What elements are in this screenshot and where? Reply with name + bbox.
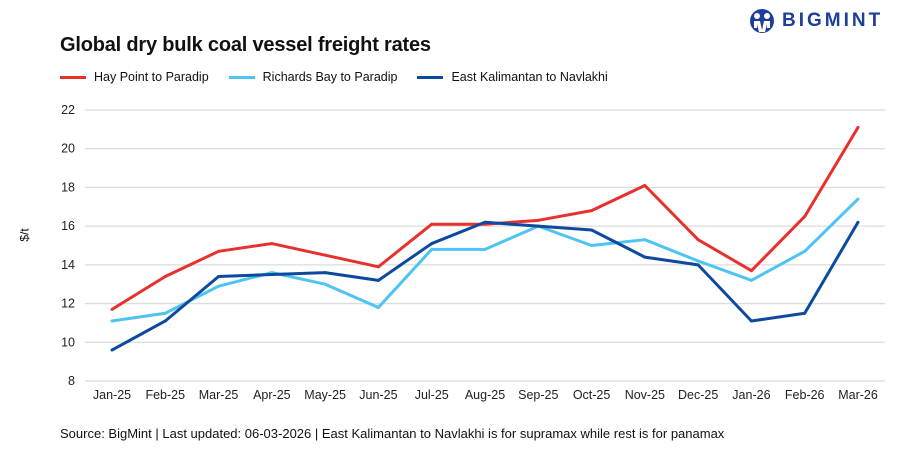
legend-label: Hay Point to Paradip <box>94 70 209 84</box>
y-tick-label: 20 <box>61 142 75 156</box>
x-tick-label: Mar-26 <box>838 388 878 402</box>
data-point <box>323 253 327 257</box>
x-tick-label: Feb-25 <box>145 388 185 402</box>
source-note: Source: BigMint | Last updated: 06-03-20… <box>60 426 725 441</box>
x-tick-label: Aug-25 <box>465 388 505 402</box>
data-point <box>430 247 434 251</box>
data-point <box>803 311 807 315</box>
legend-swatch <box>417 75 444 79</box>
x-tick-label: Jun-25 <box>359 388 397 402</box>
data-point <box>536 224 540 228</box>
data-point <box>217 284 221 288</box>
legend-swatch <box>228 75 255 79</box>
x-tick-label: Sep-25 <box>518 388 558 402</box>
x-tick-label: Nov-25 <box>625 388 665 402</box>
legend-label: East Kalimantan to Navlakhi <box>451 70 608 84</box>
legend-item-hay-point: Hay Point to Paradip <box>60 70 209 84</box>
x-tick-label: Feb-26 <box>785 388 825 402</box>
x-tick-label: Apr-25 <box>253 388 291 402</box>
data-point <box>323 271 327 275</box>
legend-swatch <box>60 75 86 79</box>
data-point <box>270 242 274 246</box>
data-point <box>856 197 860 201</box>
series-line-1 <box>111 197 860 323</box>
x-tick-label: Dec-25 <box>678 388 718 402</box>
data-point <box>323 282 327 286</box>
data-point <box>696 259 700 263</box>
data-point <box>217 274 221 278</box>
y-tick-label: 12 <box>61 297 75 311</box>
y-tick-label: 16 <box>61 219 75 233</box>
y-tick-label: 14 <box>61 258 75 272</box>
data-point <box>376 305 380 309</box>
data-point <box>643 183 647 187</box>
data-point <box>217 249 221 253</box>
data-point <box>483 247 487 251</box>
y-tick-label: 10 <box>61 335 75 349</box>
data-point <box>856 220 860 224</box>
legend-item-east-kalimantan: East Kalimantan to Navlakhi <box>417 70 608 84</box>
y-tick-label: 8 <box>68 374 75 388</box>
x-tick-label: Mar-25 <box>199 388 239 402</box>
series-line-0 <box>111 126 860 311</box>
data-point <box>749 278 753 282</box>
legend-item-richards-bay: Richards Bay to Paradip <box>228 70 398 84</box>
bigmint-logo-icon <box>750 9 774 33</box>
data-point <box>749 319 753 323</box>
chart-title: Global dry bulk coal vessel freight rate… <box>60 34 431 56</box>
data-point <box>163 274 167 278</box>
data-point <box>163 319 167 323</box>
bigmint-logo: BIGMINT <box>748 8 883 34</box>
legend-label: Richards Bay to Paradip <box>262 70 398 84</box>
data-point <box>376 278 380 282</box>
legend: Hay Point to Paradip Richards Bay to Par… <box>60 70 608 84</box>
data-point <box>483 220 487 224</box>
x-tick-label: May-25 <box>304 388 346 402</box>
data-point <box>110 348 114 352</box>
data-point <box>643 238 647 242</box>
data-point <box>590 209 594 213</box>
data-point <box>803 214 807 218</box>
data-point <box>803 249 807 253</box>
x-tick-label: Jan-26 <box>732 388 770 402</box>
x-tick-label: Jan-25 <box>93 388 131 402</box>
data-point <box>696 263 700 267</box>
data-point <box>536 218 540 222</box>
x-tick-label: Oct-25 <box>573 388 611 402</box>
data-point <box>749 269 753 273</box>
data-point <box>110 307 114 311</box>
data-point <box>270 273 274 277</box>
y-tick-label: 22 <box>61 103 75 117</box>
data-point <box>163 311 167 315</box>
data-point <box>430 222 434 226</box>
data-point <box>643 255 647 259</box>
data-point <box>590 244 594 247</box>
data-point <box>856 125 860 129</box>
brand-name: BIGMINT <box>782 10 884 31</box>
data-point <box>376 265 380 269</box>
y-tick-label: 18 <box>61 180 75 194</box>
data-point <box>696 238 700 242</box>
data-point <box>110 319 114 323</box>
x-tick-label: Jul-25 <box>415 388 449 402</box>
data-point <box>430 242 434 246</box>
data-point <box>590 228 594 232</box>
